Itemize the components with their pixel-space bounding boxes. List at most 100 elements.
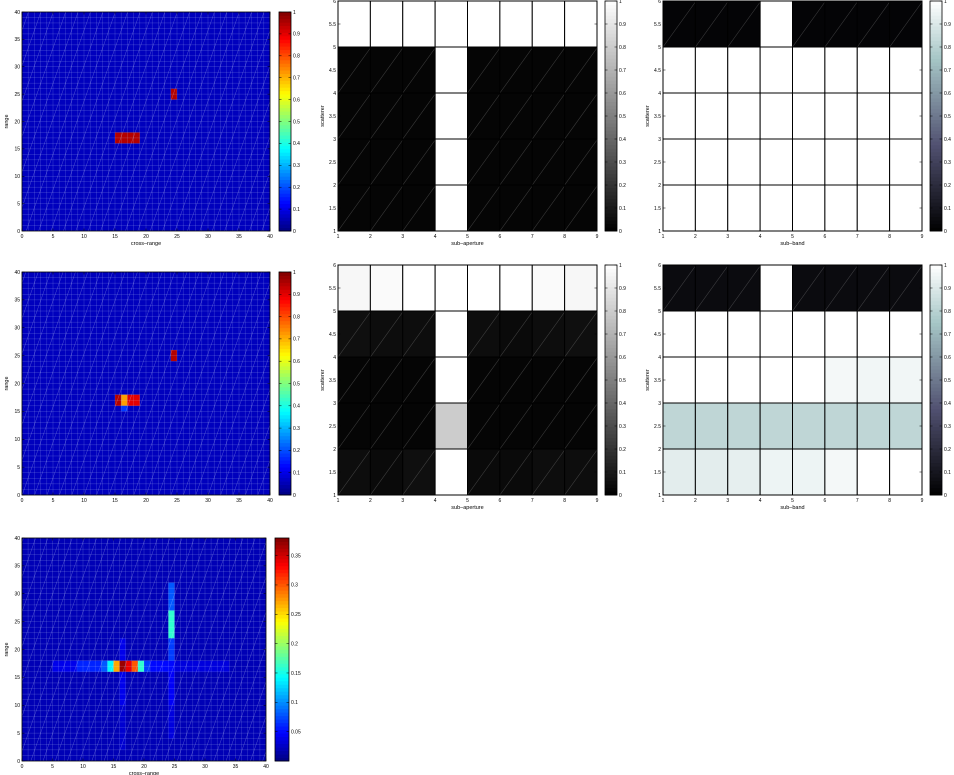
colorbar-swatch bbox=[930, 44, 942, 49]
cell-diagonal bbox=[662, 0, 697, 48]
colorbar-swatch bbox=[605, 123, 617, 128]
matrix-cell bbox=[499, 0, 533, 48]
colorbar-swatch bbox=[605, 4, 617, 9]
colorbar-swatch bbox=[279, 303, 291, 308]
colorbar-swatch bbox=[930, 462, 942, 467]
colorbar-swatch bbox=[605, 112, 617, 117]
colorbar-swatch bbox=[275, 600, 289, 605]
colorbar-swatch bbox=[275, 673, 289, 678]
cell-diagonal bbox=[467, 402, 501, 450]
matrix-cell bbox=[759, 264, 793, 312]
hatch-line bbox=[199, 29, 270, 231]
colorbar-tick-label: 0.3 bbox=[293, 163, 300, 169]
intensity-cell bbox=[168, 705, 175, 739]
colorbar-swatch bbox=[930, 290, 942, 295]
colorbar-swatch bbox=[279, 104, 291, 109]
colorbar-swatch bbox=[279, 474, 291, 478]
colorbar-swatch bbox=[930, 11, 942, 16]
cell-diagonal bbox=[337, 92, 372, 140]
colorbar-swatch bbox=[275, 604, 289, 609]
colorbar-tick-label: 0.6 bbox=[944, 91, 951, 97]
hatch-line bbox=[22, 538, 61, 648]
colorbar-swatch bbox=[275, 701, 289, 706]
colorbar-tick-label: 0.1 bbox=[944, 206, 951, 212]
colorbar-swatch bbox=[930, 116, 942, 120]
colorbar-swatch bbox=[930, 195, 942, 200]
colorbar-swatch bbox=[605, 290, 617, 295]
hatch-line bbox=[22, 272, 101, 495]
cell-diagonal bbox=[370, 138, 404, 186]
colorbar-swatch bbox=[930, 94, 942, 99]
hatch-line bbox=[22, 12, 91, 209]
matrix-cell bbox=[467, 46, 501, 94]
colorbar-swatch bbox=[279, 467, 291, 472]
matrix-cell bbox=[856, 92, 891, 140]
colorbar-swatch bbox=[279, 400, 291, 405]
colorbar-tick-label: 0 bbox=[619, 229, 622, 235]
y-tick-label: 30 bbox=[14, 592, 20, 598]
intensity-cell bbox=[121, 405, 128, 412]
colorbar-swatch bbox=[605, 116, 617, 120]
colorbar-swatch bbox=[279, 397, 291, 402]
colorbar-swatch bbox=[275, 572, 289, 577]
colorbar-swatch bbox=[279, 348, 291, 353]
colorbar-swatch bbox=[605, 372, 617, 377]
cell-diagonal bbox=[564, 402, 598, 450]
colorbar-swatch bbox=[605, 376, 617, 381]
colorbar-swatch bbox=[279, 87, 291, 92]
x-tick-label: 4 bbox=[434, 234, 437, 240]
colorbar-swatch bbox=[279, 383, 291, 388]
y-tick-label: 30 bbox=[14, 326, 20, 332]
colorbar-swatch bbox=[279, 341, 291, 346]
hatch-line bbox=[187, 12, 265, 231]
cell-diagonal bbox=[857, 264, 891, 312]
colorbar-swatch bbox=[279, 53, 291, 57]
colorbar-swatch bbox=[930, 419, 942, 424]
y-tick-label: 1.5 bbox=[329, 206, 336, 212]
colorbar-swatch bbox=[605, 293, 617, 298]
matrix-cell bbox=[759, 448, 793, 496]
matrix-cell bbox=[824, 138, 858, 186]
colorbar-swatch bbox=[279, 217, 291, 222]
colorbar-swatch bbox=[279, 210, 291, 215]
matrix-cell bbox=[792, 356, 826, 404]
x-tick-label: 0 bbox=[21, 498, 24, 504]
colorbar-swatch bbox=[605, 365, 617, 370]
y-tick-label: 5 bbox=[17, 731, 20, 737]
colorbar-swatch bbox=[605, 58, 617, 63]
hatch-line bbox=[103, 538, 183, 761]
matrix-cell bbox=[402, 448, 436, 496]
colorbar-swatch bbox=[605, 187, 617, 192]
cell-diagonal bbox=[370, 92, 404, 140]
matrix-cell bbox=[434, 356, 468, 404]
colorbar-swatch bbox=[279, 380, 291, 384]
colorbar-swatch bbox=[930, 376, 942, 381]
x-axis-label: sub–aperture bbox=[451, 241, 483, 247]
hatch-line bbox=[38, 12, 116, 231]
y-tick-label: 2 bbox=[658, 183, 661, 189]
y-tick-label: 4 bbox=[333, 91, 336, 97]
colorbar-swatch bbox=[605, 430, 617, 435]
x-tick-label: 2 bbox=[369, 234, 372, 240]
y-tick-label: 1.5 bbox=[329, 470, 336, 476]
cell-diagonal bbox=[337, 46, 372, 94]
colorbar-swatch bbox=[930, 205, 942, 210]
colorbar-swatch bbox=[605, 397, 617, 402]
colorbar-swatch bbox=[275, 618, 289, 623]
matrix-cell bbox=[337, 448, 371, 496]
colorbar-swatch bbox=[279, 220, 291, 225]
y-tick-label: 20 bbox=[14, 381, 20, 387]
x-tick-label: 1 bbox=[662, 498, 665, 504]
colorbar-tick-label: 0.7 bbox=[944, 332, 951, 338]
colorbar-tick-label: 0.8 bbox=[944, 45, 951, 51]
colorbar-swatch bbox=[605, 227, 617, 232]
colorbar-swatch bbox=[930, 444, 942, 449]
colorbar-swatch bbox=[279, 289, 291, 294]
colorbar-swatch bbox=[279, 470, 291, 475]
colorbar-swatch bbox=[930, 80, 942, 85]
colorbar-swatch bbox=[930, 451, 942, 456]
hatch-line bbox=[30, 538, 110, 761]
colorbar-swatch bbox=[930, 216, 942, 221]
colorbar-swatch bbox=[279, 207, 291, 211]
y-tick-label: 2.5 bbox=[329, 160, 336, 166]
